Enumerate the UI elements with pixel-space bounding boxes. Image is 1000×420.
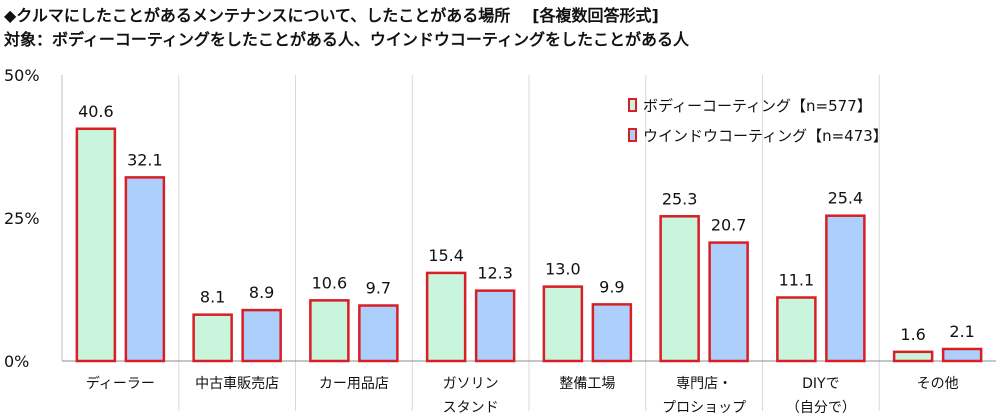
bar-body-coating (75, 127, 117, 363)
data-label: 9.7 (366, 279, 391, 298)
data-label: 12.3 (477, 264, 513, 283)
data-label: 13.0 (545, 260, 581, 279)
legend-swatch-body-coating (628, 98, 637, 112)
x-tick-label: DIYで (802, 376, 839, 392)
bar-body-coating (192, 313, 233, 363)
legend-label-window-coating: ウインドウコーティング【n=473】 (643, 126, 888, 145)
legend-swatch-window-coating (628, 128, 637, 142)
y-tick-label: 0% (4, 352, 29, 371)
bar-body-coating (659, 215, 700, 363)
bar-window-coating (825, 214, 866, 363)
legend-item-body-coating: ボディーコーティング【n=577】 (628, 90, 888, 120)
y-tick-label: 25% (4, 209, 40, 228)
bar-window-coating (941, 347, 983, 363)
data-label: 20.7 (711, 216, 747, 235)
x-tick-label: ガソリン (443, 376, 499, 392)
x-tick-label: カー用品店 (319, 376, 389, 392)
chart-title: ◆クルマにしたことがあるメンテナンスについて、したことがある場所 [各複数回答形式… (4, 2, 659, 26)
data-label: 8.9 (249, 283, 274, 302)
data-label: 15.4 (428, 246, 464, 265)
legend-label-body-coating: ボディーコーティング【n=577】 (643, 96, 872, 115)
chart-legend: ボディーコーティング【n=577】 ウインドウコーティング【n=473】 (628, 90, 888, 150)
bar-window-coating (124, 176, 166, 363)
x-tick-label: 整備工場 (559, 376, 615, 392)
data-label: 25.3 (662, 189, 698, 208)
answer-format: [各複数回答形式] (532, 6, 659, 25)
y-tick-label: 50% (4, 66, 40, 85)
bar-window-coating (358, 304, 399, 363)
bar-window-coating (474, 289, 516, 363)
x-tick-label: 中古車販売店 (195, 375, 279, 392)
data-label: 1.6 (900, 325, 925, 344)
x-tick-label: （自分で） (786, 400, 856, 416)
bar-window-coating (591, 303, 633, 363)
bar-window-coating (708, 241, 749, 363)
data-label: 25.4 (828, 189, 864, 208)
x-tick-label: プロショップ (662, 400, 746, 416)
x-tick-label: その他 (917, 376, 959, 392)
target-label: 対象： (4, 30, 53, 49)
x-tick-label: ディーラー (86, 375, 155, 392)
data-label: 32.1 (127, 150, 163, 169)
bar-body-coating (776, 296, 817, 363)
data-label: 11.1 (779, 271, 815, 290)
bar-body-coating (892, 350, 934, 363)
bar-window-coating (241, 308, 282, 363)
data-label: 2.1 (949, 322, 974, 341)
data-label: 10.6 (312, 273, 348, 292)
data-label: 8.1 (200, 288, 225, 307)
legend-item-window-coating: ウインドウコーティング【n=473】 (628, 120, 888, 150)
chart-subtitle: 対象：ボディーコーティングをしたことがある人、ウインドウコーティングをしたことが… (4, 26, 689, 50)
bar-body-coating (542, 285, 584, 363)
chart-title-text: ◆クルマにしたことがあるメンテナンスについて、したことがある場所 (4, 6, 511, 25)
x-tick-label: スタンド (443, 400, 499, 416)
data-label: 9.9 (599, 277, 624, 296)
target-text: ボディーコーティングをしたことがある人、ウインドウコーティングをしたことがある人 (52, 30, 689, 49)
bar-body-coating (309, 299, 350, 363)
data-label: 40.6 (78, 102, 114, 121)
x-tick-label: 専門店・ (676, 376, 732, 392)
bar-body-coating (425, 271, 467, 363)
